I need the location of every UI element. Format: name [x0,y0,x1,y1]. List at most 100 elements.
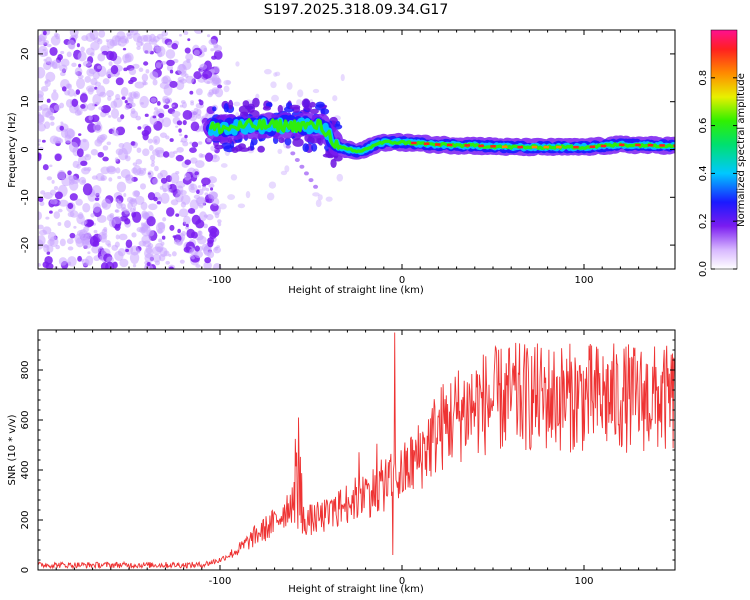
noise-blob [67,88,76,97]
noise-blob [183,172,191,181]
y-tick-label: 800 [20,360,31,379]
noise-blob [184,159,192,165]
ridge-blob [335,120,341,127]
noise-blob [193,30,204,34]
y-tick-label: 400 [20,460,31,479]
noise-blob [152,79,158,86]
noise-blob [114,157,119,162]
noise-blob [92,71,100,80]
noise-blob [145,69,150,74]
noise-blob [197,235,207,245]
ridge-blob [237,143,246,150]
snr-plot-area [38,330,675,570]
noise-blob [179,104,184,108]
ridge-blob [238,105,251,115]
noise-blob [99,233,107,243]
noise-blob [178,208,189,218]
noise-blob [340,73,345,82]
noise-blob [52,59,61,69]
noise-blob [45,216,50,220]
noise-blob [122,47,127,51]
noise-blob [90,114,100,123]
noise-blob [171,104,175,108]
noise-blob [211,55,217,60]
noise-blob [38,196,44,202]
ridge-blob [221,142,232,150]
noise-blob [315,199,322,208]
noise-blob [211,88,218,95]
noise-blob [38,153,42,162]
x-tick-label: 100 [574,275,593,286]
noise-blob [76,43,80,48]
noise-blob [85,154,89,158]
noise-blob [211,79,220,86]
noise-blob [122,53,132,63]
noise-blob [144,253,154,264]
noise-blob [154,242,164,253]
noise-blob [106,166,117,175]
noise-blob [92,93,102,106]
noise-blob [181,230,187,237]
noise-blob [184,134,188,139]
noise-blob [169,69,174,74]
noise-blob [150,154,156,161]
noise-blob [80,46,85,53]
noise-blob [53,185,59,191]
noise-blob [98,245,103,250]
noise-blob [66,238,74,245]
noise-blob [203,261,212,269]
noise-blob [173,239,180,245]
noise-blob [38,138,42,143]
streak-blob [290,151,296,156]
noise-blob [189,147,197,154]
noise-blob [169,224,175,231]
noise-blob [179,133,183,137]
noise-blob [161,181,170,192]
noise-blob [213,262,222,269]
noise-blob [49,236,59,248]
noise-blob [38,45,49,58]
noise-blob [85,255,94,266]
noise-blob [130,141,136,146]
noise-blob [149,71,159,80]
noise-blob [118,233,128,241]
noise-blob [178,34,183,37]
noise-blob [158,254,166,262]
noise-blob [80,104,86,109]
noise-blob [121,96,126,100]
noise-blob [193,49,200,56]
noise-blob [185,53,194,61]
noise-blob [169,138,174,143]
noise-blob [170,172,180,184]
ridge-blob [242,100,250,108]
noise-blob [161,117,172,128]
noise-blob [55,33,60,40]
noise-blob [194,171,199,176]
ridge-blob [212,106,217,112]
noise-blob [184,47,191,54]
noise-blob [46,98,51,103]
noise-blob [102,78,110,85]
noise-blob [185,223,189,228]
x-tick-label: 0 [399,576,405,587]
noise-blob [166,207,175,217]
noise-blob [190,121,200,132]
noise-blob [162,217,167,222]
noise-blob [61,177,72,187]
noise-blob [110,65,119,75]
noise-blob [274,71,281,77]
noise-blob [203,47,208,53]
noise-blob [156,200,161,205]
noise-blob [138,67,144,72]
noise-blob [78,133,82,136]
noise-blob [72,160,80,169]
noise-blob [111,129,119,136]
noise-blob [42,261,50,268]
noise-blob [38,224,44,230]
noise-blob [154,165,159,172]
colorbar-ticks: 0.0 0.2 0.4 0.6 0.8 [698,70,737,277]
noise-blob [46,176,53,181]
noise-blob [189,141,193,145]
noise-blob [98,30,106,38]
noise-blob [123,192,127,197]
